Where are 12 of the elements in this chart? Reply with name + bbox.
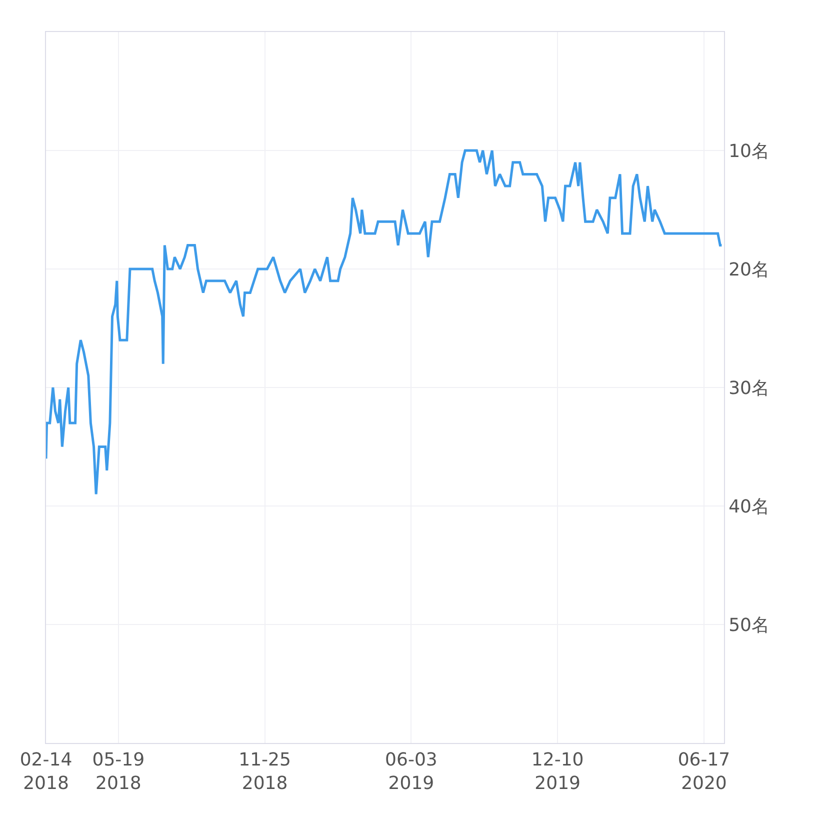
x-tick-label: 06-17 2020 — [678, 750, 730, 794]
line-series — [46, 149, 723, 496]
y-tick-label: 10名 — [728, 140, 770, 162]
x-tick-label: 02-14 2018 — [20, 750, 72, 794]
x-tick-label: 12-10 2019 — [531, 750, 584, 794]
y-tick-label: 30名 — [728, 378, 770, 399]
x-tick-label: 11-25 2018 — [238, 750, 291, 794]
y-tick-label: 40名 — [728, 496, 770, 518]
y-tick-label: 20名 — [728, 259, 770, 280]
x-tick-label: 05-19 2018 — [92, 750, 145, 794]
x-tick-label: 06-03 2019 — [385, 750, 438, 794]
y-tick-label: 50名 — [728, 614, 770, 636]
